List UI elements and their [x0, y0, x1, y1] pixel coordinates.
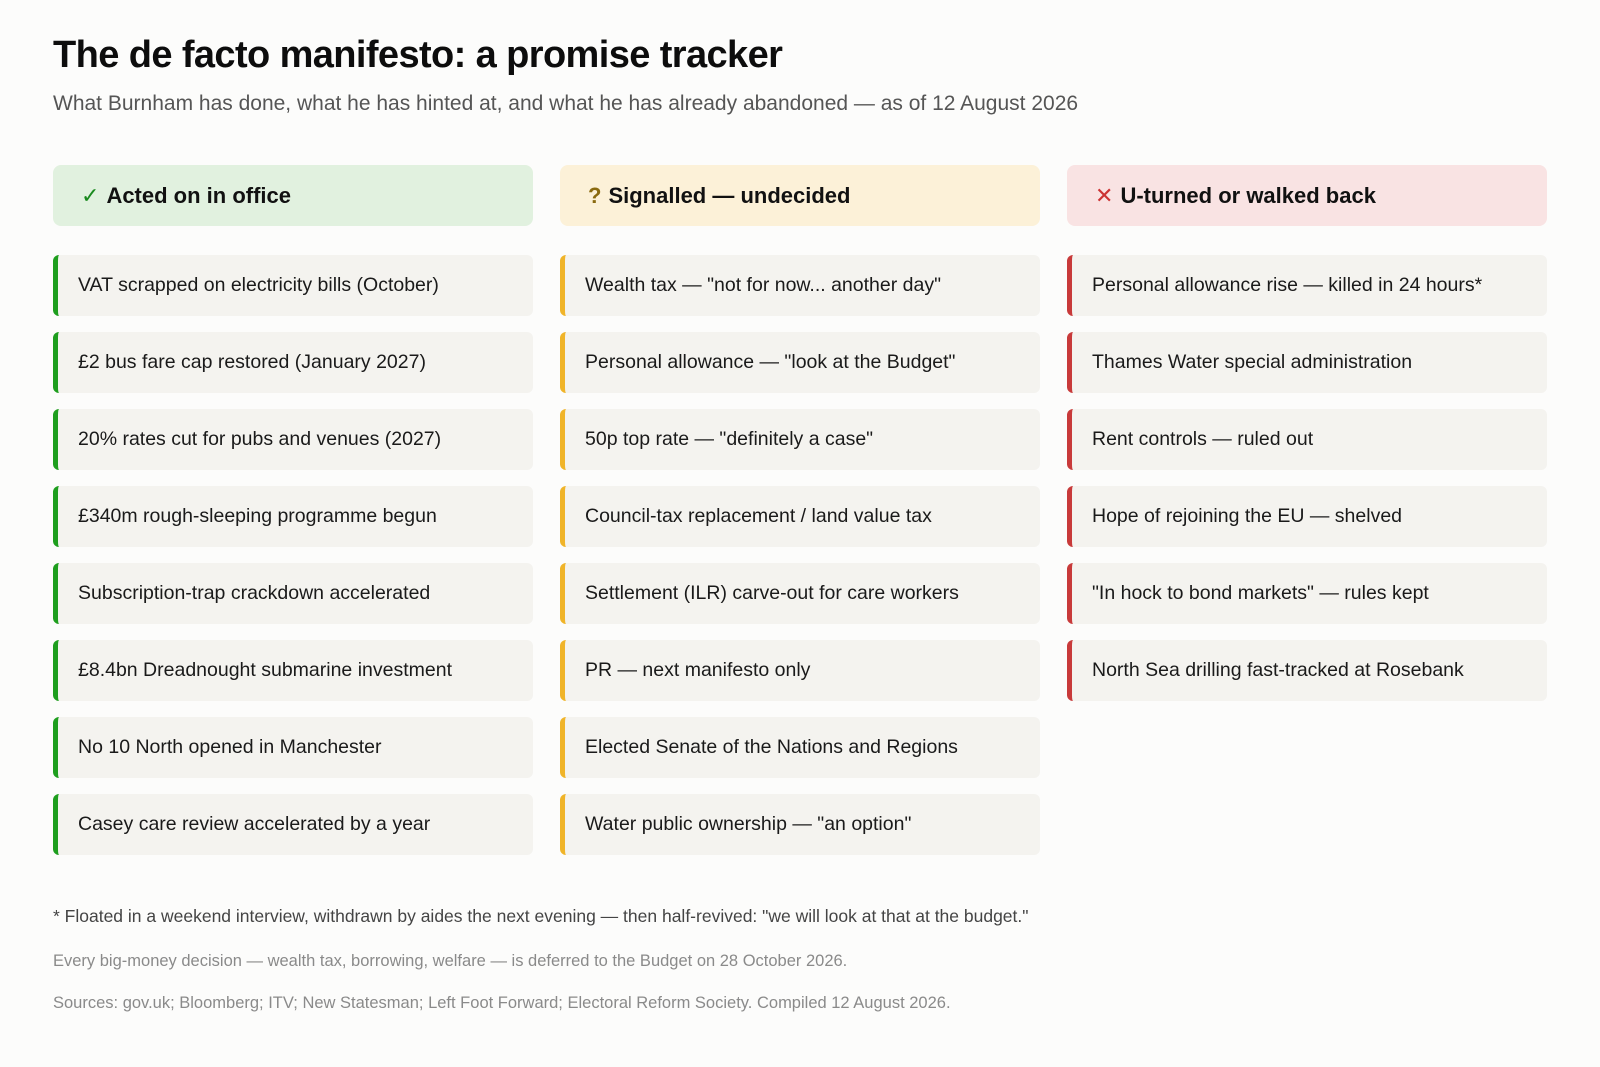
- item-list: Wealth tax — "not for now... another day…: [560, 255, 1040, 855]
- list-item: Water public ownership — "an option": [560, 794, 1040, 855]
- column-title: Acted on in office: [106, 182, 291, 208]
- list-item: 50p top rate — "definitely a case": [560, 409, 1040, 470]
- list-item: Council-tax replacement / land value tax: [560, 486, 1040, 547]
- list-item: Thames Water special administration: [1067, 332, 1547, 393]
- list-item: 20% rates cut for pubs and venues (2027): [53, 409, 533, 470]
- cross-icon: ✕: [1095, 182, 1114, 208]
- footnote: * Floated in a weekend interview, withdr…: [53, 906, 1029, 926]
- list-item: "In hock to bond markets" — rules kept: [1067, 563, 1547, 624]
- list-item: North Sea drilling fast-tracked at Roseb…: [1067, 640, 1547, 701]
- column-acted: ✓ Acted on in office VAT scrapped on ele…: [53, 165, 533, 871]
- column-header-uturned: ✕ U-turned or walked back: [1067, 165, 1547, 226]
- list-item: Personal allowance rise — killed in 24 h…: [1067, 255, 1547, 316]
- column-uturned: ✕ U-turned or walked back Personal allow…: [1067, 165, 1547, 871]
- column-header-acted: ✓ Acted on in office: [53, 165, 533, 226]
- column-header-signalled: ? Signalled — undecided: [560, 165, 1040, 226]
- list-item: Wealth tax — "not for now... another day…: [560, 255, 1040, 316]
- item-list: Personal allowance rise — killed in 24 h…: [1067, 255, 1547, 701]
- list-item: Personal allowance — "look at the Budget…: [560, 332, 1040, 393]
- budget-note: Every big-money decision — wealth tax, b…: [53, 952, 848, 970]
- list-item: PR — next manifesto only: [560, 640, 1040, 701]
- column-title: Signalled — undecided: [608, 182, 851, 208]
- sources-line: Sources: gov.uk; Bloomberg; ITV; New Sta…: [53, 994, 951, 1012]
- list-item: Rent controls — ruled out: [1067, 409, 1547, 470]
- list-item: £2 bus fare cap restored (January 2027): [53, 332, 533, 393]
- column-signalled: ? Signalled — undecided Wealth tax — "no…: [560, 165, 1040, 871]
- list-item: Subscription-trap crackdown accelerated: [53, 563, 533, 624]
- promise-tracker-page: The de facto manifesto: a promise tracke…: [53, 0, 1547, 1067]
- page-title: The de facto manifesto: a promise tracke…: [53, 34, 783, 76]
- list-item: £340m rough-sleeping programme begun: [53, 486, 533, 547]
- question-mark-icon: ?: [588, 182, 602, 208]
- list-item: Settlement (ILR) carve-out for care work…: [560, 563, 1040, 624]
- list-item: Hope of rejoining the EU — shelved: [1067, 486, 1547, 547]
- list-item: Elected Senate of the Nations and Region…: [560, 717, 1040, 778]
- column-title: U-turned or walked back: [1120, 182, 1376, 208]
- page-subtitle: What Burnham has done, what he has hinte…: [53, 92, 1079, 115]
- tracker-columns: ✓ Acted on in office VAT scrapped on ele…: [53, 165, 1547, 871]
- list-item: Casey care review accelerated by a year: [53, 794, 533, 855]
- list-item: £8.4bn Dreadnought submarine investment: [53, 640, 533, 701]
- list-item: VAT scrapped on electricity bills (Octob…: [53, 255, 533, 316]
- checkmark-icon: ✓: [81, 182, 100, 208]
- list-item: No 10 North opened in Manchester: [53, 717, 533, 778]
- item-list: VAT scrapped on electricity bills (Octob…: [53, 255, 533, 855]
